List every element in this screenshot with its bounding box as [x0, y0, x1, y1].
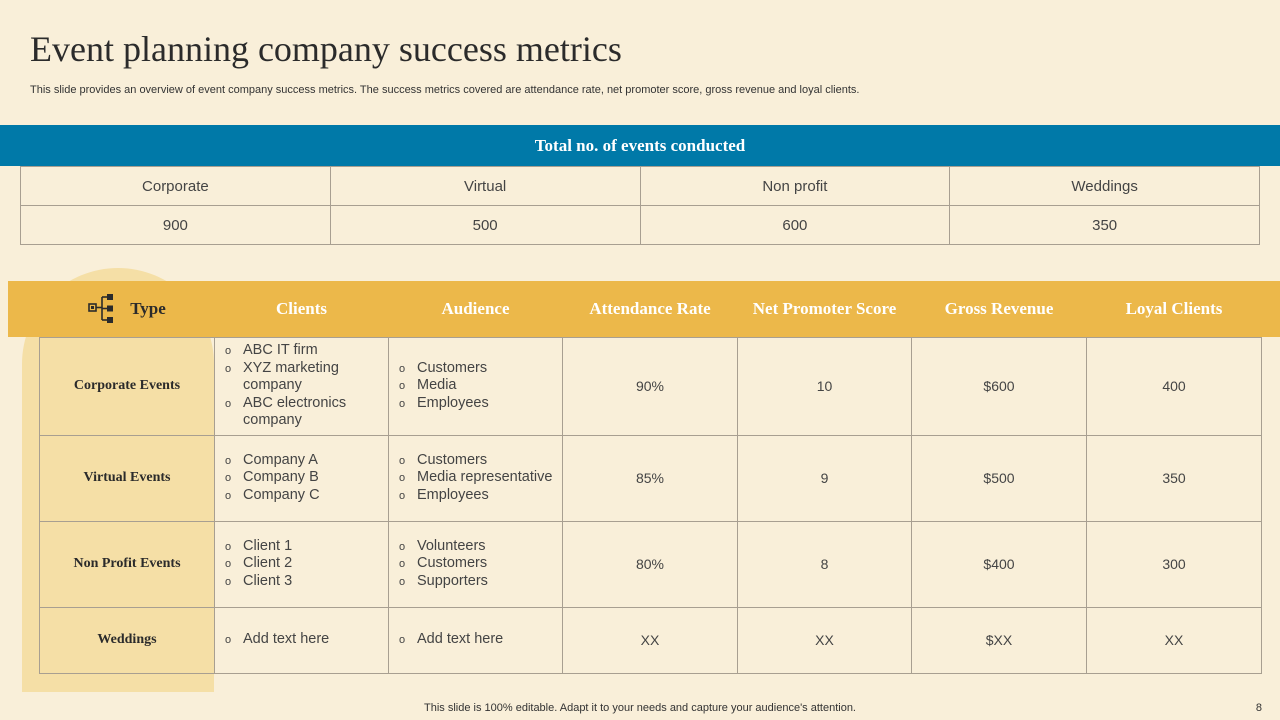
events-header-cell: Weddings: [949, 166, 1260, 206]
attendance-cell: 85%: [562, 434, 738, 522]
list-item: Company C: [225, 487, 382, 505]
loyal-cell: 300: [1086, 520, 1262, 608]
list-item: Company B: [225, 469, 382, 487]
header-type: Type: [40, 281, 215, 337]
revenue-cell: $500: [911, 434, 1087, 522]
page-number: 8: [1255, 702, 1262, 714]
list-item: Client 3: [225, 573, 382, 591]
events-value-cell: 600: [639, 205, 951, 245]
loyal-cell: 400: [1086, 336, 1262, 436]
list-item: Customers: [399, 452, 556, 470]
list-item: Media: [399, 377, 556, 395]
revenue-cell: $400: [911, 520, 1087, 608]
header-loyal-clients: Loyal Clients: [1125, 299, 1223, 319]
attendance-cell: 80%: [562, 520, 738, 608]
revenue-cell: $XX: [911, 606, 1087, 674]
list-item: Supporters: [399, 573, 556, 591]
audience-cell: Add text here: [388, 606, 563, 674]
slide-subtitle: This slide provides an overview of event…: [30, 84, 860, 96]
list-item: Volunteers: [399, 538, 556, 556]
events-value-cell: 900: [20, 205, 331, 245]
nps-cell: 10: [737, 336, 912, 436]
events-header-cell: Virtual: [329, 166, 641, 206]
header-attendance-rate: Attendance Rate: [589, 299, 711, 319]
list-item: Employees: [399, 487, 556, 505]
clients-cell: Client 1 Client 2 Client 3: [214, 520, 389, 608]
row-type: Non Profit Events: [39, 520, 215, 608]
metrics-header-row: Type Clients Audience Attendance Rate Ne…: [40, 281, 1262, 337]
header-audience: Audience: [441, 299, 510, 319]
audience-cell: Volunteers Customers Supporters: [388, 520, 563, 608]
list-item: Client 2: [225, 555, 382, 573]
table-row: Virtual Events Company A Company B Compa…: [39, 434, 1262, 522]
row-type: Virtual Events: [39, 434, 215, 522]
nps-cell: 8: [737, 520, 912, 608]
list-item: ABC electronics company: [225, 395, 382, 430]
table-row: Non Profit Events Client 1 Client 2 Clie…: [39, 520, 1262, 608]
table-row: Corporate Events ABC IT firm XYZ marketi…: [39, 336, 1262, 436]
list-item: XYZ marketing company: [225, 360, 382, 395]
slide-title: Event planning company success metrics: [30, 29, 622, 69]
list-item: Client 1: [225, 538, 382, 556]
header-net-promoter-score: Net Promoter Score: [752, 299, 897, 319]
metrics-header-bar: [8, 281, 1280, 337]
clients-cell: ABC IT firm XYZ marketing company ABC el…: [214, 336, 389, 436]
events-header-cell: Non profit: [639, 166, 951, 206]
list-item: Add text here: [399, 631, 556, 649]
hierarchy-icon: [88, 293, 114, 323]
list-item: Company A: [225, 452, 382, 470]
clients-cell: Add text here: [214, 606, 389, 674]
header-gross-revenue: Gross Revenue: [944, 299, 1054, 319]
events-value-cell: 350: [949, 205, 1260, 245]
audience-cell: Customers Media representative Employees: [388, 434, 563, 522]
loyal-cell: 350: [1086, 434, 1262, 522]
row-type: Weddings: [39, 606, 215, 674]
events-value-cell: 500: [329, 205, 641, 245]
list-item: Employees: [399, 395, 556, 413]
events-header-row: Corporate Virtual Non profit Weddings: [20, 166, 1260, 206]
list-item: Customers: [399, 555, 556, 573]
header-type-label: Type: [130, 299, 166, 319]
nps-cell: 9: [737, 434, 912, 522]
attendance-cell: 90%: [562, 336, 738, 436]
row-type: Corporate Events: [39, 336, 215, 436]
events-banner: Total no. of events conducted: [0, 125, 1280, 166]
list-item: ABC IT firm: [225, 342, 382, 360]
revenue-cell: $600: [911, 336, 1087, 436]
audience-cell: Customers Media Employees: [388, 336, 563, 436]
list-item: Media representative: [399, 469, 556, 487]
slide-footer: This slide is 100% editable. Adapt it to…: [424, 702, 856, 714]
events-header-cell: Corporate: [20, 166, 331, 206]
events-summary-table: Corporate Virtual Non profit Weddings 90…: [20, 166, 1260, 245]
nps-cell: XX: [737, 606, 912, 674]
clients-cell: Company A Company B Company C: [214, 434, 389, 522]
header-clients: Clients: [276, 299, 327, 319]
loyal-cell: XX: [1086, 606, 1262, 674]
list-item: Customers: [399, 360, 556, 378]
metrics-table: Type Clients Audience Attendance Rate Ne…: [39, 281, 1262, 674]
events-value-row: 900 500 600 350: [20, 205, 1260, 245]
table-row: Weddings Add text here Add text here XX …: [39, 606, 1262, 674]
attendance-cell: XX: [562, 606, 738, 674]
list-item: Add text here: [225, 631, 382, 649]
